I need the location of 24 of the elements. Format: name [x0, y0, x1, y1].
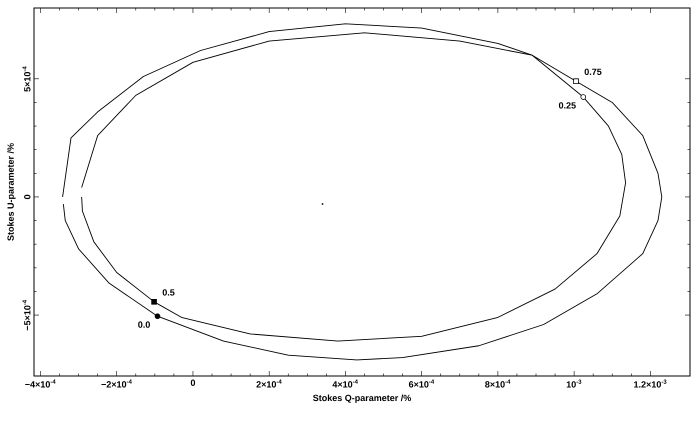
x-tick-label: 0 — [190, 380, 196, 386]
x-tick-label: 4×10$^{-4}$ — [332, 380, 358, 388]
x-tick-label: 10$^{-3}$ — [566, 380, 582, 388]
point — [154, 313, 160, 320]
x-tick-label: −4×10$^{-4}$ — [25, 380, 56, 388]
x-axis-title: Stokes Q-parameter /% — [313, 394, 412, 403]
x-tick-label: 2×10$^{-4}$ — [256, 380, 282, 388]
line-series — [81, 32, 626, 342]
annotation: 0.25 — [558, 102, 576, 109]
x-tick-label: −2×10$^{-4}$ — [101, 380, 132, 388]
annotation: 0.5 — [162, 289, 175, 296]
point — [580, 94, 586, 100]
y-axis-title: Stokes U-parameter /% — [7, 143, 16, 241]
x-tick-label: 6×10$^{-4}$ — [408, 380, 434, 388]
y-tick-label: 0 — [24, 194, 30, 200]
y-tick-label: 5×10$^{-4}$ — [22, 66, 30, 92]
y-tick-label: −5×10$^{-4}$ — [22, 300, 30, 330]
point — [573, 78, 579, 84]
x-tick-label: 1.2×10$^{-3}$ — [634, 380, 666, 388]
point — [151, 299, 157, 305]
annotation: 0.0 — [138, 321, 150, 328]
line-series — [62, 23, 662, 360]
x-tick-label: 8×10$^{-4}$ — [485, 380, 510, 388]
annotation: 0.75 — [584, 68, 602, 76]
